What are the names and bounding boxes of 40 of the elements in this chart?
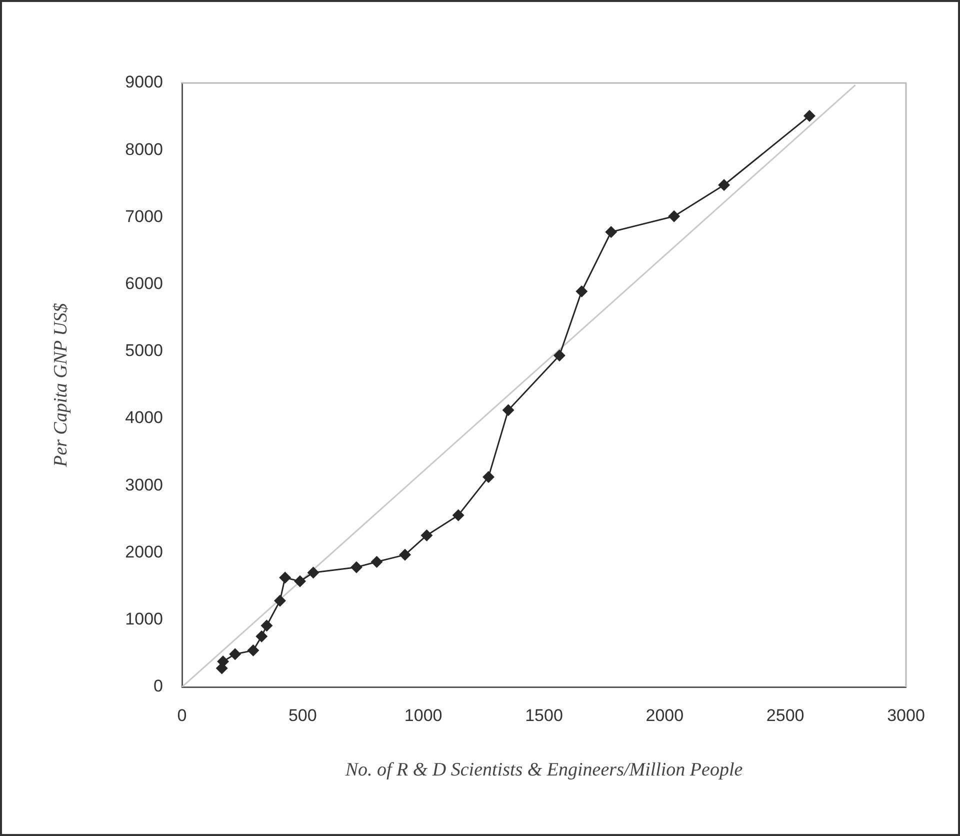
x-tick-label: 500 (288, 706, 317, 725)
point (668, 210, 680, 222)
point (229, 648, 242, 660)
x-tick-label: 1000 (404, 706, 442, 725)
point (553, 349, 566, 362)
point (398, 548, 411, 561)
y-tick-label: 4000 (125, 408, 163, 428)
y-tick-label: 5000 (125, 341, 163, 360)
y-tick-label: 2000 (125, 542, 163, 562)
y-tick-label: 0 (154, 676, 163, 696)
y-tick-label: 7000 (125, 206, 163, 226)
point (420, 529, 433, 542)
x-tick-label: 2000 (646, 706, 684, 725)
y-tick-label: 9000 (125, 72, 163, 92)
point (256, 630, 268, 642)
point (502, 404, 514, 416)
point (452, 509, 464, 522)
point (307, 566, 320, 579)
point (803, 110, 816, 122)
y-tick-label: 6000 (125, 274, 163, 294)
point (279, 572, 292, 584)
point (350, 561, 362, 574)
x-tick-label: 0 (177, 706, 187, 725)
point (294, 575, 306, 588)
point (260, 620, 273, 632)
point (482, 470, 494, 483)
y-tick-label: 8000 (125, 140, 163, 159)
x-tick-label: 1500 (525, 706, 563, 725)
y-tick-label: 1000 (125, 610, 163, 629)
y-axis-title: Per Capita GNP US$ (50, 302, 72, 468)
point (247, 644, 260, 656)
point (274, 594, 286, 607)
x-tick-label: 3000 (887, 706, 925, 725)
point (370, 556, 383, 568)
y-tick-label: 3000 (125, 475, 163, 494)
point (605, 226, 618, 238)
x-axis-title: No. of R & D Scientists & Engineers/Million People (344, 760, 743, 781)
point (576, 285, 588, 298)
point (718, 179, 730, 192)
x-tick-label: 2500 (766, 706, 804, 725)
